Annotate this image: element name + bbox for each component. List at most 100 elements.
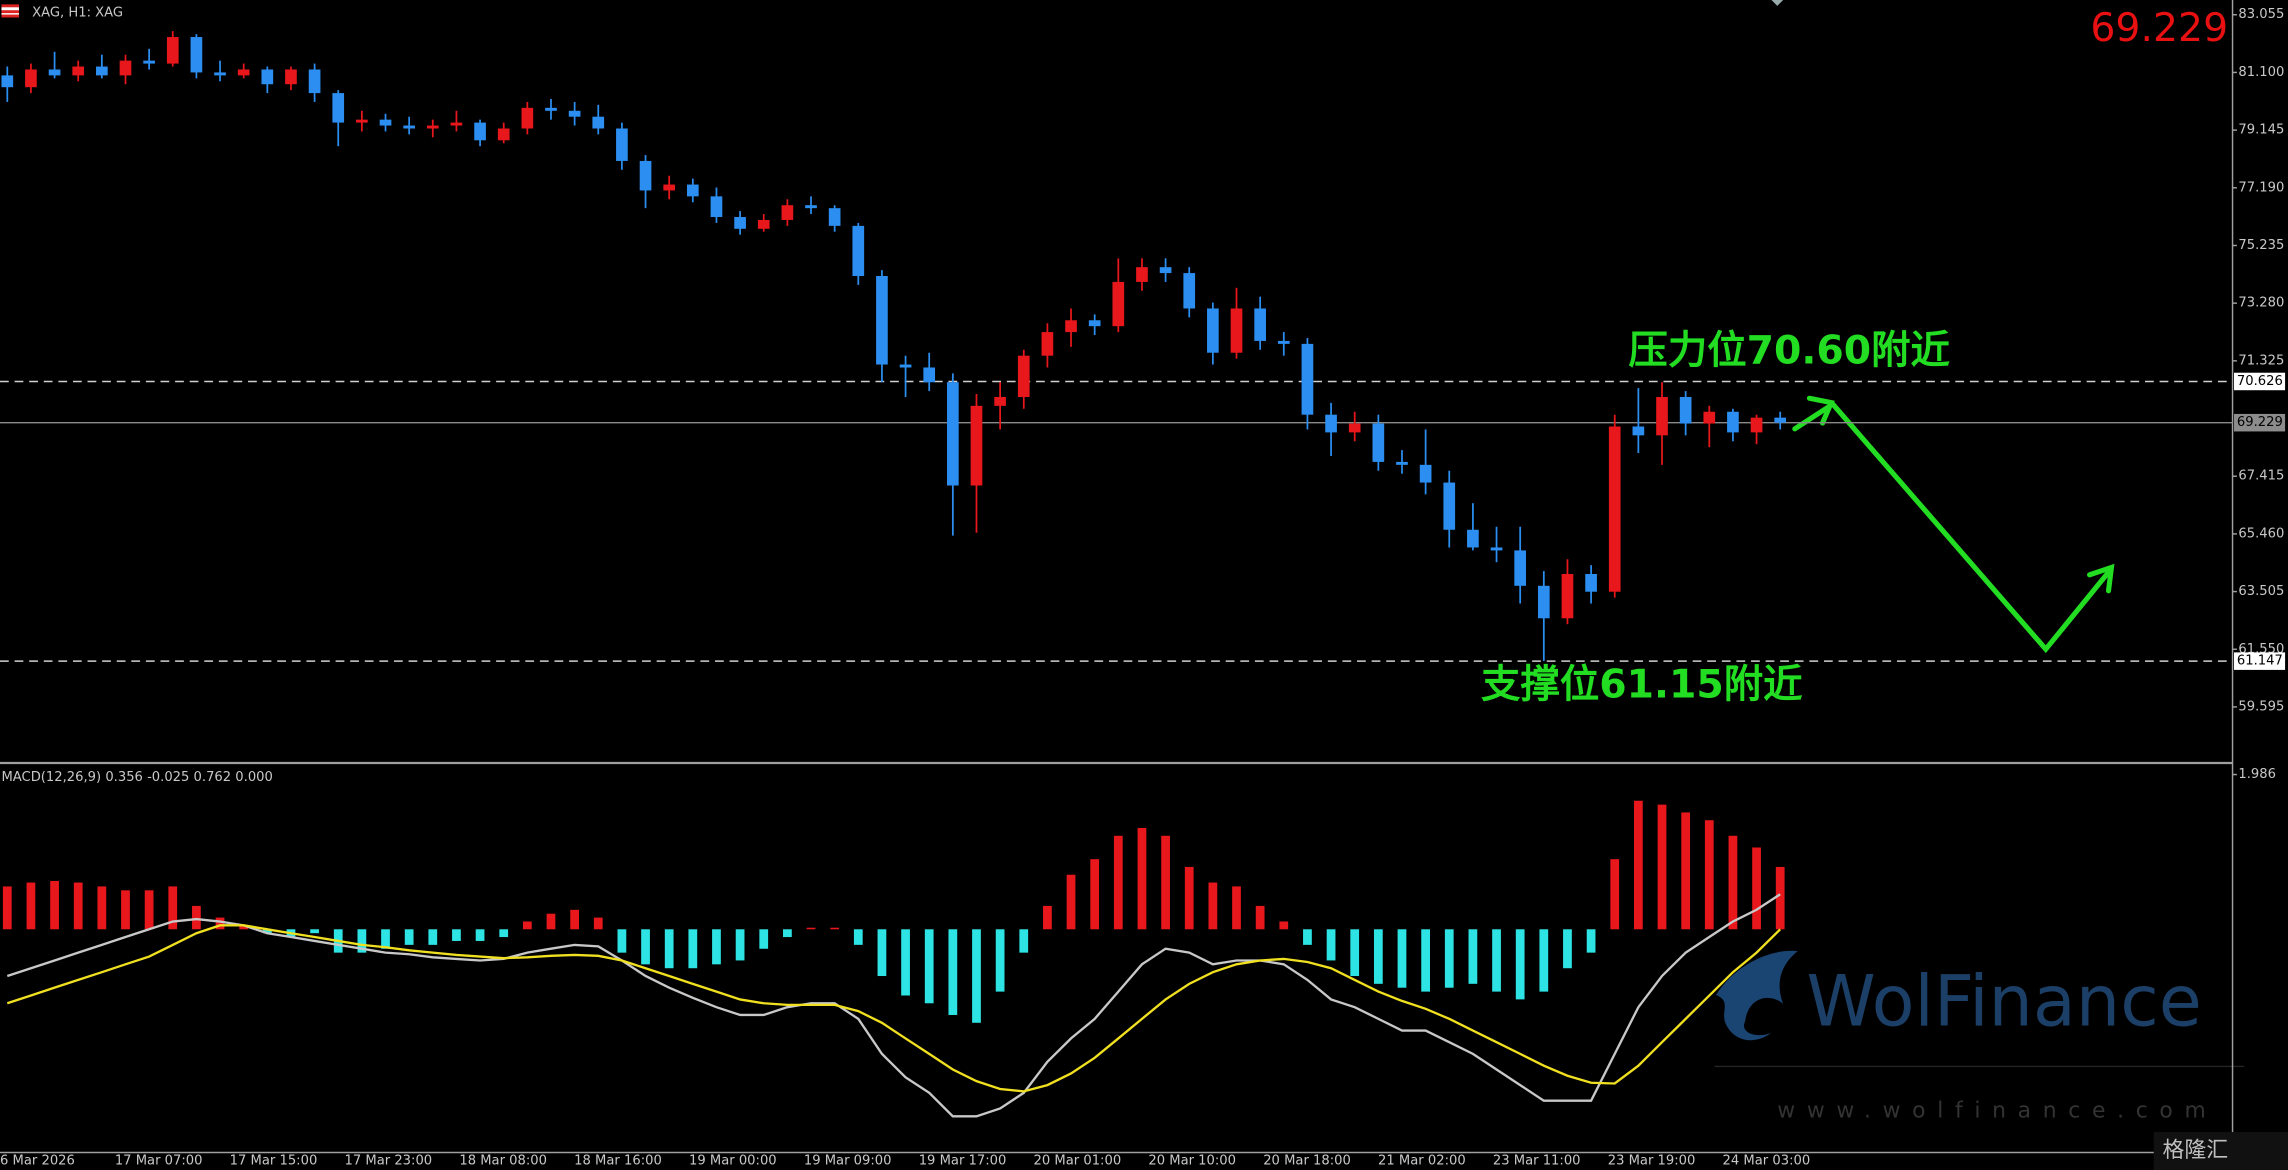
histogram-bar [1610,859,1620,930]
candle-body [1514,550,1527,586]
candle-body [1703,411,1716,424]
y-tick-label: 81.100 [2238,65,2284,80]
histogram-bar [1704,820,1714,930]
histogram-bar [593,917,603,930]
candle-body [1041,332,1054,356]
y-tick-label: 1.986 [2238,767,2276,782]
histogram-bar [1775,866,1785,930]
histogram-bar [121,890,130,930]
candle-body [1230,308,1243,353]
histogram-bar [239,925,249,930]
price-level-label: 69.229 [2237,415,2283,430]
forecast-arrows [1792,395,2115,654]
histogram-bar [1279,921,1289,930]
candle-body [1017,355,1030,397]
candle-body [1301,343,1314,415]
histogram-bar [262,929,272,934]
candle-body [426,125,439,129]
candle-body [757,219,770,229]
price-level-box [2234,372,2286,391]
candle-body [1467,529,1479,548]
x-tick-label: 6 Mar 2026 [0,1154,75,1169]
y-tick-label: 67.415 [2238,469,2284,484]
candle-body [1537,585,1550,619]
histogram-bar [357,929,367,953]
histogram-bar [452,929,461,941]
symbol-icon [1,4,19,18]
histogram-bar [759,929,769,949]
x-tick-label: 24 Mar 03:00 [1723,1154,1811,1169]
candle-body [1490,547,1503,551]
histogram-bar [50,880,59,930]
histogram-bar [1232,886,1241,930]
x-tick-label: 20 Mar 01:00 [1034,1154,1122,1169]
histogram-bar [522,921,532,930]
candle-body [568,110,581,117]
histogram-bar [995,929,1005,992]
histogram-bar [1468,929,1478,984]
x-tick-label: 20 Mar 10:00 [1148,1154,1236,1169]
histogram-bar [688,929,698,969]
candle-body [1088,320,1101,327]
annotation: 压力位70.60附近 [1628,328,1949,374]
histogram-bar [1397,929,1407,988]
candle-body [497,128,510,141]
price-level-label: 70.626 [2237,374,2283,389]
candle-body [1561,574,1574,619]
x-tick-label: 23 Mar 19:00 [1608,1154,1696,1169]
candle-body [1254,308,1266,341]
histogram-bar [641,929,650,965]
candle-body [1774,417,1787,423]
y-tick-label: 79.145 [2238,123,2284,138]
histogram-bar [1255,905,1265,930]
histogram-bar [215,917,225,930]
histogram-bar [1161,835,1170,930]
x-tick-label: 19 Mar 17:00 [919,1154,1007,1169]
watermark-url: www.wolfinance.com [1777,1099,2217,1124]
candle-body [25,69,37,88]
candle-body [1443,482,1456,530]
candle-body [1727,411,1739,433]
indicator-line [6,924,1782,1093]
x-tick-label: 17 Mar 07:00 [115,1154,203,1169]
period-marker [1771,0,1784,6]
candle-body [1277,340,1290,344]
candle-body [734,217,746,229]
candle-body [1159,267,1172,274]
histogram-bar [570,909,580,930]
histogram-bar [924,929,934,1004]
histogram-bar [1208,882,1218,930]
histogram-bar [901,929,910,996]
indicator-line [6,893,1781,1118]
candle-body [356,119,368,123]
candle-body [1585,574,1597,592]
histogram-bar [1019,929,1029,953]
histogram-bar [144,890,154,930]
histogram-bar [1326,929,1336,961]
histogram-bar [1137,827,1147,930]
histogram-bar [97,886,107,930]
candle-body [781,205,794,220]
candle-body [1,75,14,88]
histogram-bar [404,929,414,945]
histogram-bar [1113,835,1123,930]
candle-body [1372,423,1385,462]
histogram-bar [664,929,674,969]
candle-body [710,196,723,218]
histogram-bar [1066,874,1076,930]
histogram-bar [2,886,12,930]
histogram-bar [1515,929,1525,1000]
histogram-bar [73,882,83,930]
candle-body [1750,417,1763,433]
candle-body [545,107,557,111]
x-tick-label: 19 Mar 00:00 [689,1154,777,1169]
candle-body [1348,423,1361,433]
annotation: 支撑位61.15附近 [1481,662,1802,708]
histogram-bar [428,929,438,945]
candle-body [828,208,841,226]
candle-body [261,69,274,85]
candle-body [119,60,132,76]
candle-body [237,69,250,76]
histogram-bar [1350,929,1360,977]
